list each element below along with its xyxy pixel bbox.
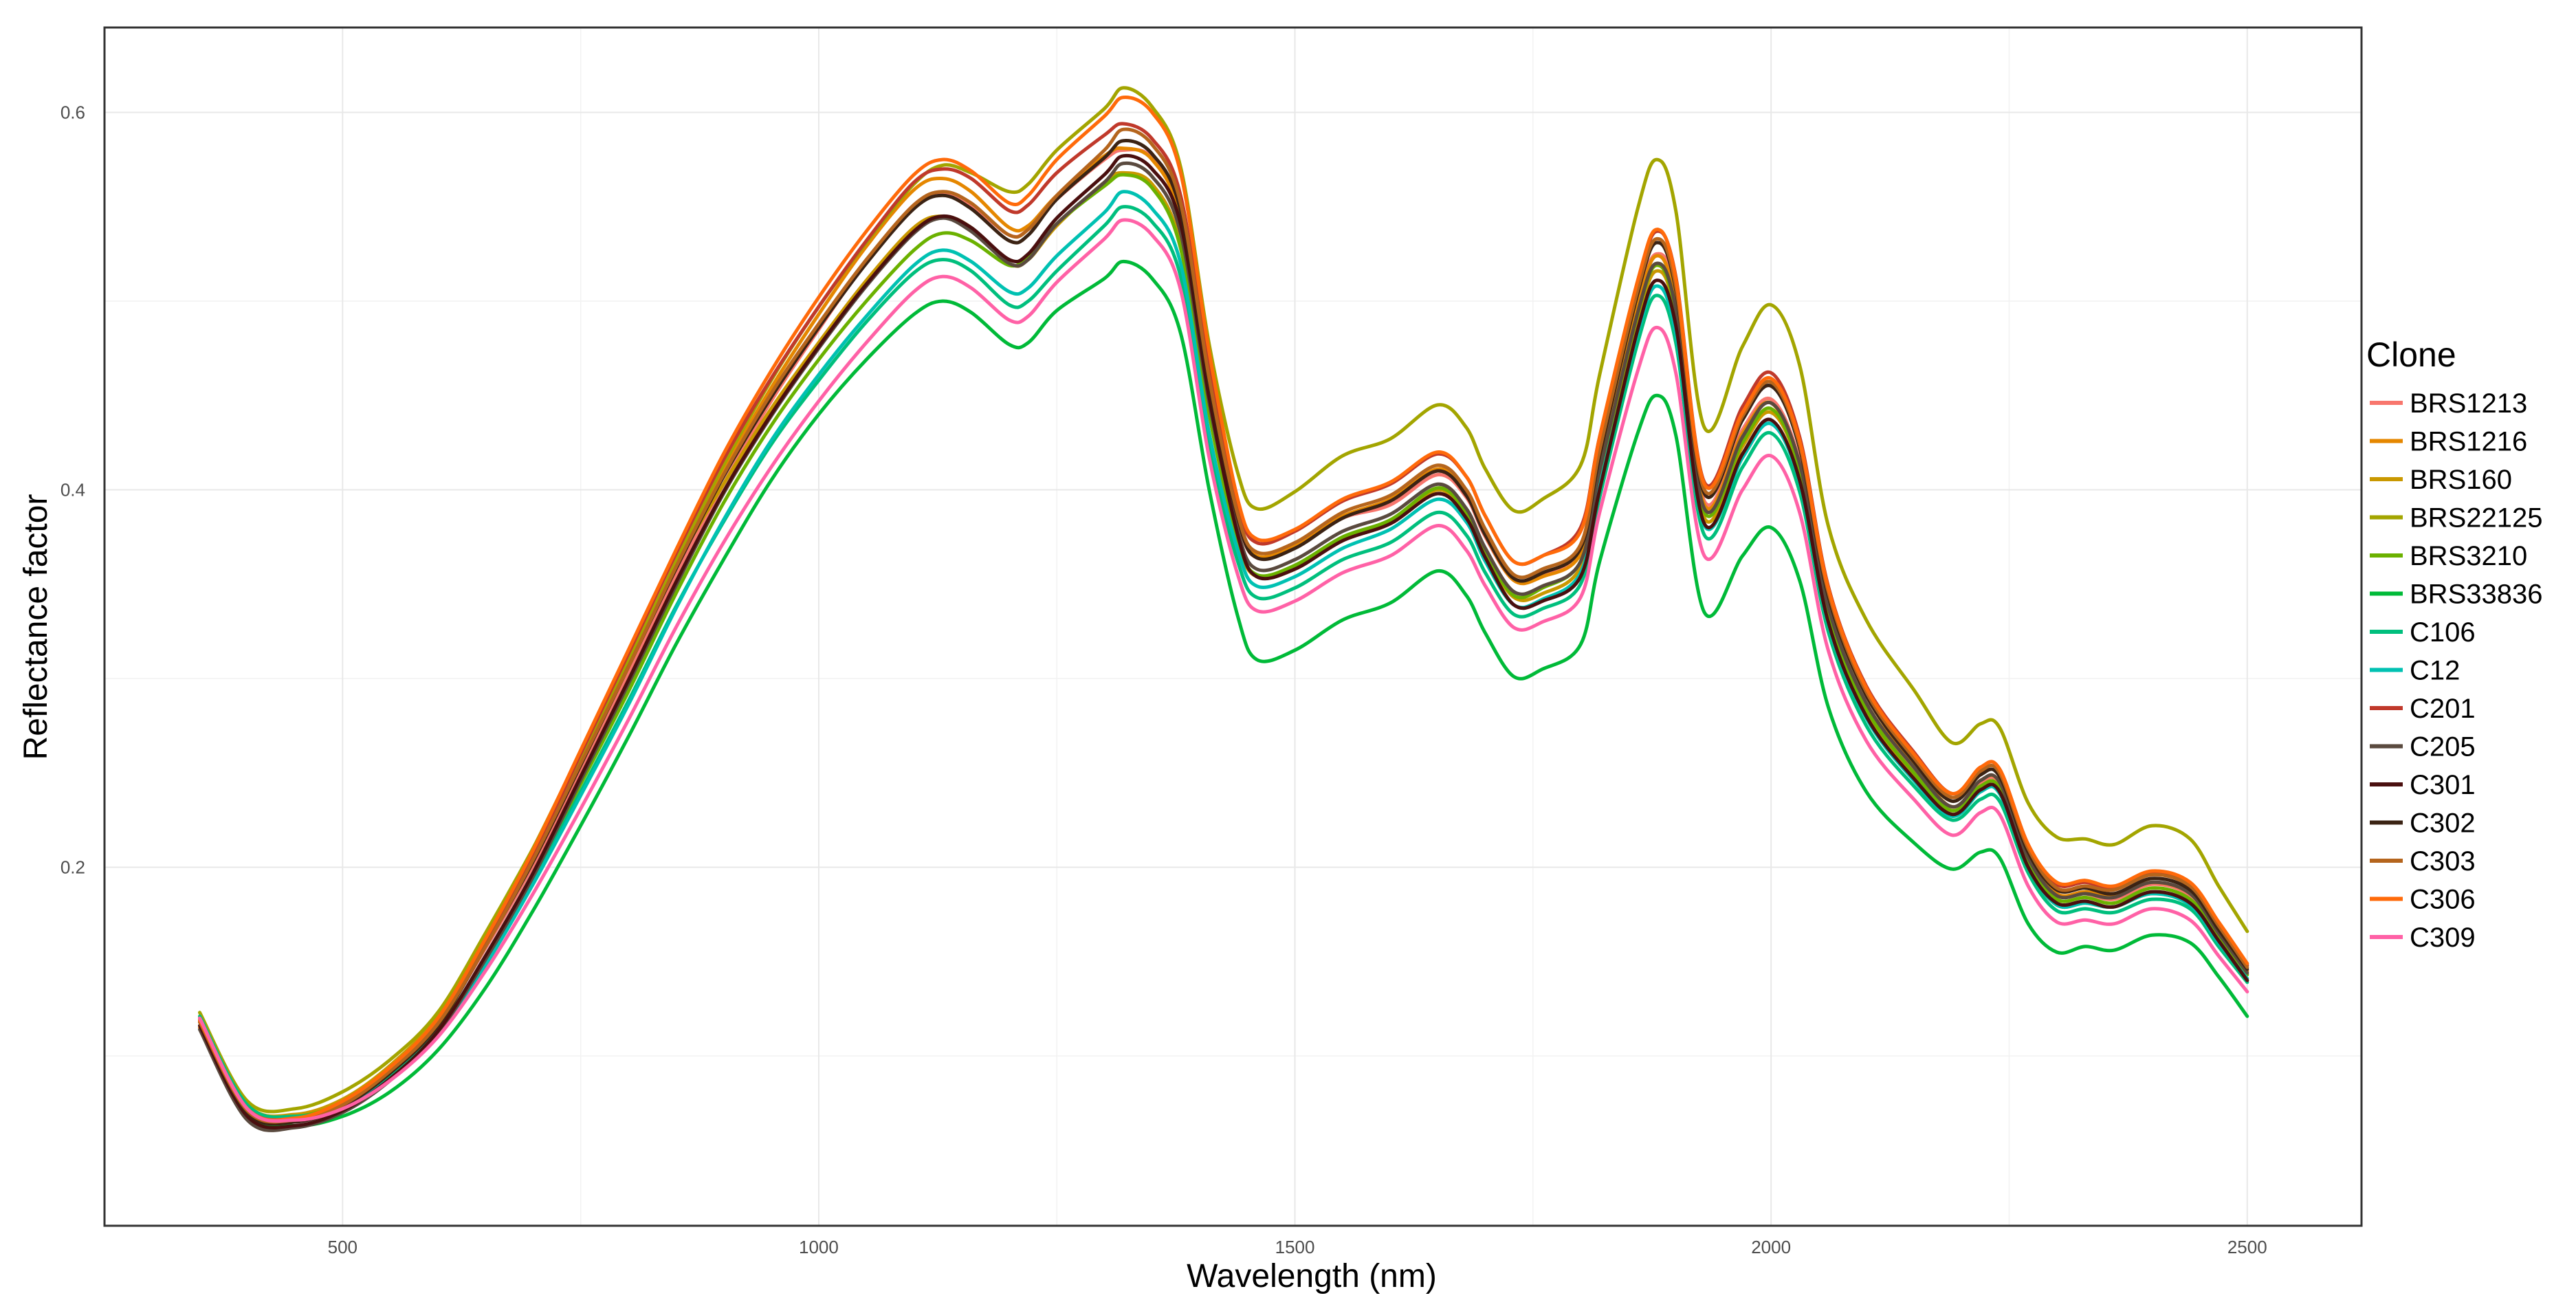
legend-label-c303: C303 — [2410, 846, 2476, 877]
series-line-c306 — [198, 96, 2249, 1122]
x-tick-label: 500 — [328, 1237, 357, 1257]
legend-label-c12: C12 — [2410, 656, 2460, 686]
y-axis-title: Reflectance factor — [18, 494, 54, 760]
legend-label-c201: C201 — [2410, 694, 2476, 724]
legend-label-brs3210: BRS3210 — [2410, 541, 2527, 571]
y-tick-label: 0.6 — [60, 102, 85, 123]
series-line-brs22125 — [198, 86, 2249, 1114]
x-tick-label: 2500 — [2227, 1237, 2267, 1257]
legend-label-brs33836: BRS33836 — [2410, 580, 2542, 610]
legend: Clone BRS1213 BRS1216 BRS160 BRS22125 BRS321… — [2366, 335, 2542, 953]
legend-label-brs1213: BRS1213 — [2410, 388, 2527, 419]
x-tick-label: 1000 — [799, 1237, 839, 1257]
series-line-c303 — [198, 127, 2249, 1124]
y-tick-label: 0.2 — [60, 857, 85, 877]
series-line-brs3210 — [198, 173, 2249, 1120]
legend-label-c309: C309 — [2410, 923, 2476, 953]
legend-label-brs160: BRS160 — [2410, 465, 2512, 495]
y-axis-ticks: 0.2 0.4 0.6 — [60, 102, 85, 878]
x-tick-label: 1500 — [1275, 1237, 1315, 1257]
legend-label-c306: C306 — [2410, 885, 2476, 915]
plot-background — [104, 27, 2362, 1226]
series-line-c309 — [198, 218, 2249, 1123]
x-axis-ticks: 500 1000 1500 2000 2500 — [328, 1237, 2267, 1257]
x-axis-title: Wavelength (nm) — [1187, 1258, 1437, 1295]
plot-border — [103, 26, 2363, 1227]
y-tick-label: 0.4 — [60, 479, 85, 500]
legend-label-brs22125: BRS22125 — [2410, 503, 2542, 533]
legend-label-c301: C301 — [2410, 770, 2476, 800]
series-line-c301 — [198, 153, 2249, 1130]
legend-label-brs1216: BRS1216 — [2410, 427, 2527, 457]
series-lines — [198, 86, 2249, 1132]
legend-label-c106: C106 — [2410, 617, 2476, 648]
legend-title: Clone — [2366, 335, 2456, 374]
x-tick-label: 2000 — [1751, 1237, 1791, 1257]
legend-label-c205: C205 — [2410, 732, 2476, 762]
series-line-brs33836 — [198, 259, 2249, 1128]
legend-label-c302: C302 — [2410, 808, 2476, 839]
legend-items: BRS1213 BRS1216 BRS160 BRS22125 BRS3210 BRS33… — [2370, 388, 2542, 953]
